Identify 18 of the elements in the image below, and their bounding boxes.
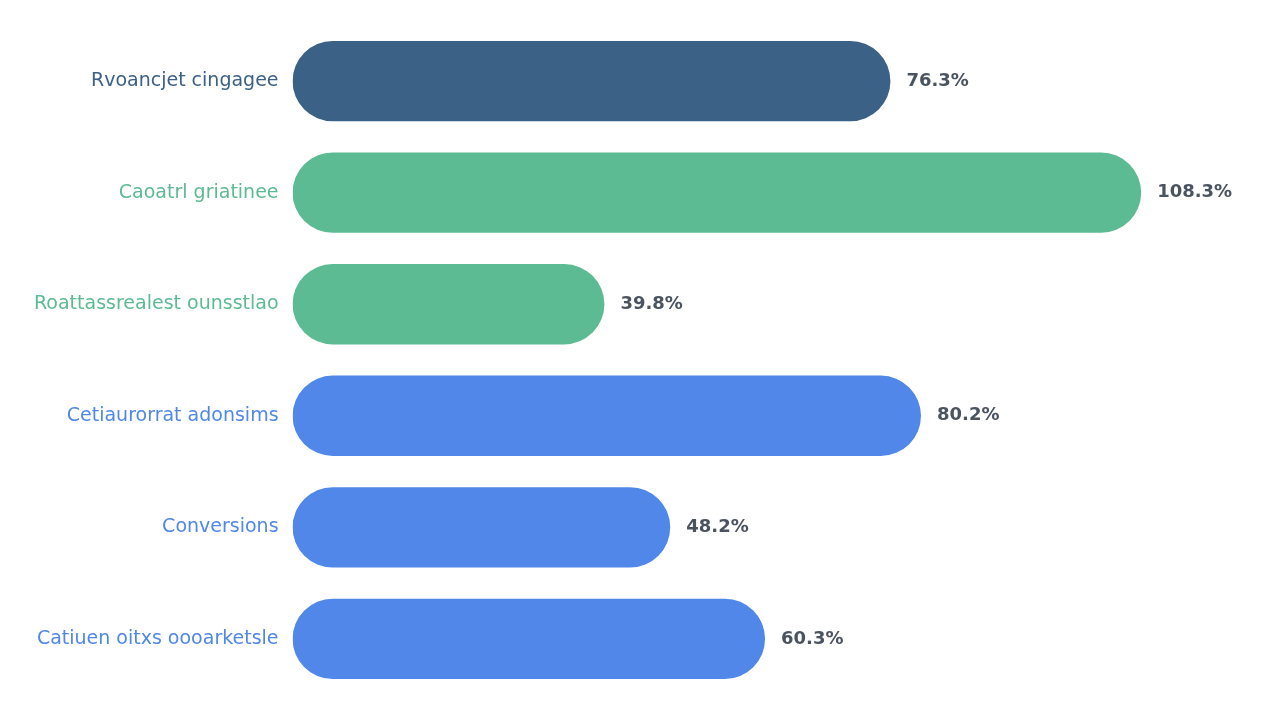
data-label: 80.2% xyxy=(937,403,1000,425)
bar xyxy=(292,598,766,679)
y-tick-label: Catiuen oitxs oooarketsle xyxy=(36,625,279,648)
data-label: 60.3% xyxy=(781,626,844,648)
bar xyxy=(292,41,891,122)
data-label: 108.3% xyxy=(1157,180,1233,202)
y-tick-label: Caoatrl griatinee xyxy=(118,179,279,202)
bar xyxy=(292,152,1142,233)
bar xyxy=(292,375,921,456)
y-tick-label: Cetiaurorrat adonsims xyxy=(66,402,279,425)
y-tick-label: Roattassrealest ounsstlao xyxy=(33,291,279,314)
data-label: 48.2% xyxy=(686,514,749,536)
data-label: 39.8% xyxy=(620,291,683,313)
y-tick-label: Conversions xyxy=(162,514,279,537)
y-tick-label: Rvoancjet cingagee xyxy=(90,68,279,91)
data-label: 76.3% xyxy=(906,68,969,90)
bar xyxy=(292,264,605,345)
bar xyxy=(292,487,671,568)
